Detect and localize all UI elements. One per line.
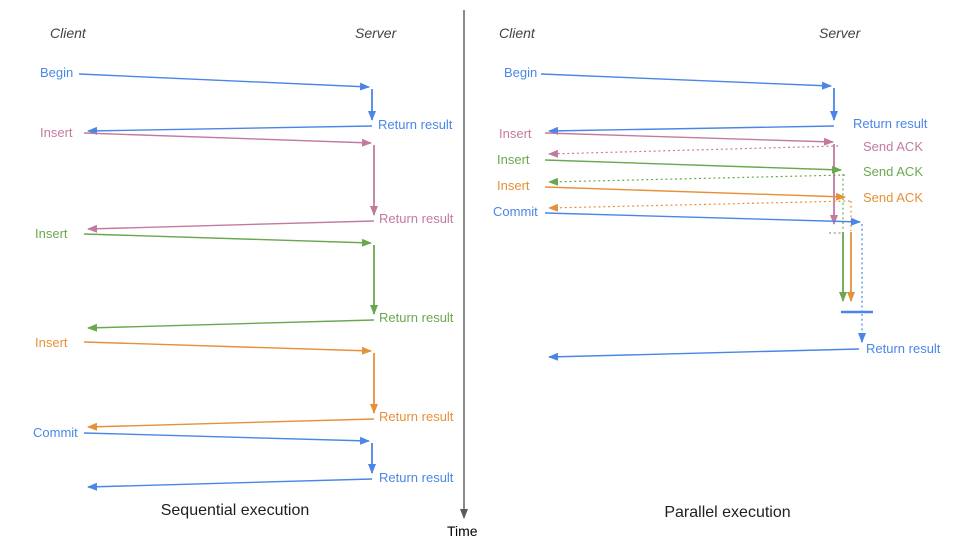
par-insert1-ack-label: Send ACK — [863, 139, 923, 154]
par-panel-title: Parallel execution — [664, 504, 791, 521]
seq-client-header: Client — [50, 25, 86, 41]
time-axis-label: Time — [447, 523, 478, 539]
seq-server-header: Server — [355, 25, 397, 41]
seq-commit-arrows — [83, 432, 376, 491]
seq-insert1-label: Insert — [40, 125, 73, 140]
par-begin-result-label: Return result — [853, 116, 928, 131]
par-insert3-ack-label: Send ACK — [863, 190, 923, 205]
seq-insert2-result-label: Return result — [379, 310, 454, 325]
par-begin-label: Begin — [504, 65, 538, 80]
seq-commit-result-label: Return result — [379, 470, 454, 485]
seq-insert1-result-label: Return result — [379, 211, 454, 226]
par-commit-arrows — [544, 212, 873, 361]
seq-commit-label: Commit — [33, 425, 78, 440]
par-insert3-label: Insert — [497, 178, 530, 193]
seq-insert1-arrows — [83, 132, 378, 233]
par-insert2-arrows — [544, 159, 847, 302]
seq-insert2-label: Insert — [35, 226, 68, 241]
seq-panel-title: Sequential execution — [160, 502, 310, 519]
par-server-header: Server — [819, 25, 861, 41]
par-insert3-arrows — [544, 186, 855, 302]
par-insert2-label: Insert — [497, 152, 530, 167]
seq-insert3-result-label: Return result — [379, 409, 454, 424]
par-commit-label: Commit — [493, 204, 538, 219]
seq-insert2-arrows — [83, 233, 378, 332]
par-insert2-ack-label: Send ACK — [863, 164, 923, 179]
par-begin-arrows — [540, 73, 838, 135]
par-commit-result-label: Return result — [866, 341, 941, 356]
par-insert1-label: Insert — [499, 126, 532, 141]
seq-insert3-label: Insert — [35, 335, 68, 350]
par-client-header: Client — [499, 25, 535, 41]
seq-begin-arrows — [78, 73, 376, 135]
par-insert1-arrows — [544, 132, 842, 234]
seq-begin-result-label: Return result — [378, 117, 453, 132]
seq-begin-label: Begin — [40, 65, 74, 80]
seq-insert3-arrows — [83, 341, 378, 431]
